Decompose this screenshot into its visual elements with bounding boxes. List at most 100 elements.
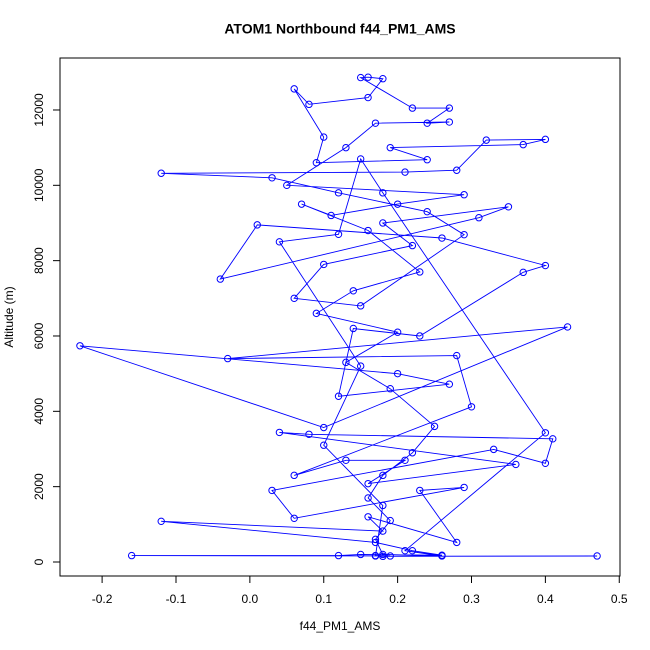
point: [312, 309, 321, 318]
point: [342, 456, 350, 464]
point: [312, 159, 321, 167]
point: [379, 550, 387, 559]
point: [423, 207, 431, 216]
y-tick-label: 2000: [32, 473, 46, 500]
point: [371, 535, 380, 544]
point: [342, 358, 350, 367]
x-tick-label: 0.1: [315, 592, 332, 606]
point: [216, 275, 225, 283]
point: [460, 483, 468, 492]
point: [416, 486, 424, 495]
point: [290, 85, 298, 93]
point: [453, 351, 461, 360]
point: [438, 552, 446, 560]
point: [408, 449, 417, 457]
point: [416, 332, 424, 340]
point: [379, 501, 387, 510]
point: [430, 422, 439, 431]
point: [297, 200, 306, 208]
point: [423, 119, 431, 127]
y-tick-label: 4000: [32, 398, 46, 425]
point: [386, 143, 394, 152]
point: [305, 100, 313, 109]
point: [541, 459, 550, 467]
x-axis-label: f44_PM1_AMS: [300, 619, 381, 633]
point: [549, 435, 557, 443]
point: [349, 324, 357, 333]
point: [393, 200, 402, 208]
point: [268, 174, 276, 182]
x-tick-label: 0.0: [242, 592, 259, 606]
point: [371, 538, 380, 547]
point: [283, 181, 291, 190]
point: [320, 260, 328, 269]
point: [423, 156, 431, 164]
y-tick-label: 8000: [32, 247, 46, 274]
point: [504, 203, 513, 211]
y-tick-label: 12000: [32, 93, 46, 127]
x-tick-label: 0.5: [611, 592, 628, 606]
point: [379, 527, 387, 535]
point: [364, 93, 372, 102]
point: [563, 323, 572, 331]
point: [379, 189, 387, 197]
point: [364, 513, 372, 521]
point: [541, 429, 550, 437]
point: [386, 552, 394, 560]
point: [290, 514, 298, 522]
point: [320, 441, 328, 449]
x-tick-label: -0.1: [166, 592, 187, 606]
point: [342, 143, 350, 152]
point: [364, 73, 372, 81]
point: [349, 287, 357, 295]
point: [475, 214, 483, 222]
point: [379, 471, 387, 480]
y-tick-label: 0: [32, 558, 46, 565]
point: [512, 460, 520, 469]
point: [76, 342, 84, 350]
point: [320, 133, 328, 141]
x-tick-label: -0.2: [92, 592, 113, 606]
point: [445, 118, 454, 126]
point: [364, 226, 372, 235]
point: [393, 328, 402, 336]
point: [519, 140, 527, 149]
point: [401, 546, 409, 555]
point: [489, 445, 498, 454]
point: [379, 552, 387, 561]
point: [157, 169, 165, 177]
point: [408, 241, 417, 250]
point: [224, 354, 232, 363]
point: [320, 423, 328, 432]
point: [371, 119, 380, 127]
point: [356, 302, 365, 310]
point: [334, 551, 343, 560]
point: [364, 479, 372, 488]
point: [253, 221, 261, 229]
point: [386, 516, 394, 525]
point: [268, 486, 276, 495]
point: [334, 230, 343, 238]
series-line: [79, 76, 598, 557]
point: [127, 551, 136, 560]
point: [356, 362, 365, 370]
point: [371, 552, 380, 560]
point: [541, 135, 550, 144]
point: [290, 294, 298, 303]
point: [408, 104, 417, 112]
point: [356, 550, 365, 559]
point: [401, 168, 409, 176]
y-tick-label: 10000: [32, 168, 46, 202]
point: [379, 75, 387, 83]
point: [519, 268, 527, 277]
point: [445, 380, 454, 388]
point: [334, 189, 343, 197]
point: [275, 428, 284, 437]
point: [334, 392, 343, 400]
x-tick-label: 0.3: [463, 592, 480, 606]
point: [593, 552, 601, 560]
point: [379, 219, 387, 227]
point: [356, 155, 365, 163]
point: [393, 369, 402, 378]
